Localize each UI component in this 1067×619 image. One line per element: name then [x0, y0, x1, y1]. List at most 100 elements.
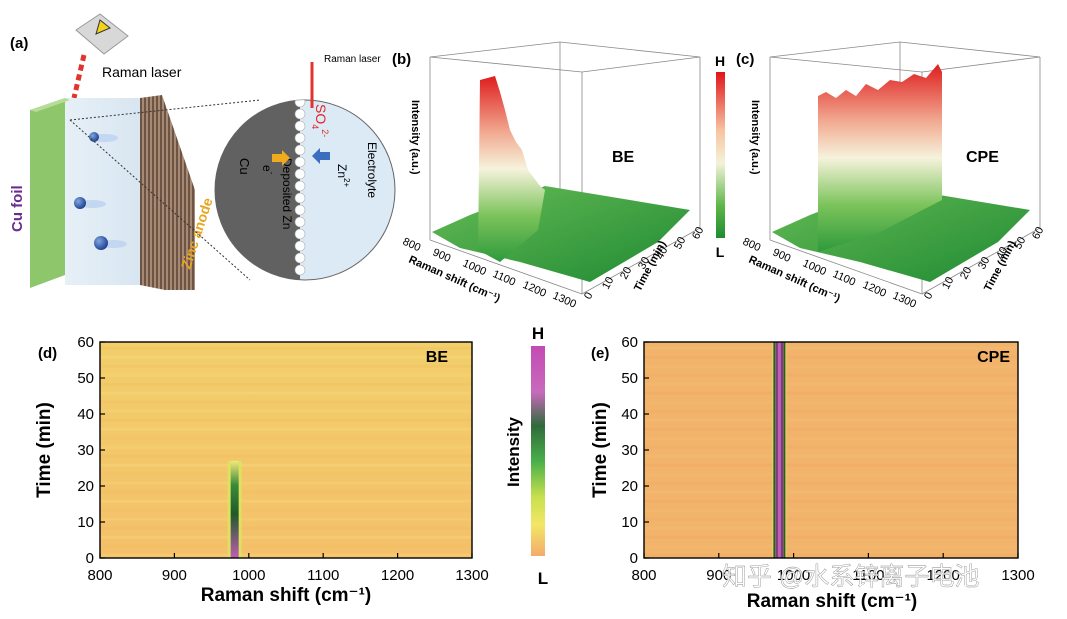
heatmap-row [100, 418, 472, 422]
colorbar-3d: H L [715, 53, 725, 260]
panel-d-xlabel: Raman shift (cm⁻¹) [201, 585, 372, 606]
colorbar-2d: H L Intensity [504, 324, 548, 588]
x-tick-label: 1300 [455, 567, 488, 584]
y-tick-label: 60 [621, 334, 638, 351]
y-tick-label: 30 [636, 255, 652, 271]
panel-e-ylabel: Time (min) [590, 402, 611, 498]
cu-foil-label: Cu foil [9, 185, 26, 232]
x-tick-label: 1100 [307, 567, 339, 584]
heatmap-row [644, 427, 1018, 431]
x-tick-label: 1000 [801, 257, 828, 278]
y-tick-label: 0 [630, 550, 638, 567]
ion-sphere [94, 236, 108, 250]
panel-b: (b) BE Intensity (a.u.) 800 900 1000110012… [392, 41, 706, 311]
heatmap-row [100, 445, 472, 449]
sulfate-ion-label: SO42- [310, 104, 330, 137]
panel-c-tag: CPE [966, 149, 999, 166]
heatmap-row [644, 355, 1018, 359]
heatmap-row [100, 553, 472, 557]
x-tick-label: 1300 [1001, 567, 1034, 584]
x-tick-label: 1200 [521, 279, 548, 300]
heatmap-row [100, 472, 472, 476]
y-tick-label: 20 [958, 265, 974, 281]
peak-band [230, 460, 239, 558]
y-tick-label: 50 [77, 370, 94, 387]
panel-b-label: (b) [392, 51, 411, 68]
heatmap-row [100, 490, 472, 494]
y-tick-label: 10 [940, 275, 956, 291]
heatmap-row [644, 391, 1018, 395]
y-tick-label: 0 [582, 290, 595, 301]
colorbar-3d-high: H [715, 53, 725, 69]
heatmap-row [644, 418, 1018, 422]
peak-edge [783, 342, 786, 558]
panel-e-xlabel: Raman shift (cm⁻¹) [747, 591, 918, 612]
svg-text:SO42-: SO42- [310, 104, 330, 137]
heatmap-row [100, 373, 472, 377]
x-tick-label: 900 [431, 247, 453, 265]
heatmap-row [100, 535, 472, 539]
panel-b-xlabel: Raman shift (cm⁻¹) [407, 254, 502, 305]
y-tick-label: 20 [77, 478, 94, 495]
panel-c-label: (c) [736, 51, 754, 68]
laser-head-icon [75, 13, 129, 55]
panel-c: (c) CPE Intensity (a.u.) 800900100011001… [736, 41, 1046, 311]
heatmap-row [644, 535, 1018, 539]
heatmap-row [644, 445, 1018, 449]
ion-sphere [74, 197, 86, 209]
ion-sphere [89, 132, 99, 142]
y-tick-label: 50 [1012, 235, 1028, 251]
laser-beam [71, 54, 87, 99]
heatmap-row [644, 499, 1018, 503]
panel-b-box [429, 41, 701, 295]
x-tick-label: 1300 [891, 290, 918, 311]
x-tick-label: 1200 [381, 567, 414, 584]
heatmap-row [644, 544, 1018, 548]
heatmap-row [644, 463, 1018, 467]
y-tick-label: 40 [77, 406, 94, 423]
electrolyte-box [65, 98, 160, 285]
panel-c-xlabel: Raman shift (cm⁻¹) [747, 254, 842, 305]
heatmap-row [100, 355, 472, 359]
heatmap-row [100, 400, 472, 404]
x-tick-label: 900 [706, 567, 731, 584]
zoom-circle: Raman laser Cu Deposited Zn Electrolyte … [214, 54, 396, 281]
panel-d-label: (d) [38, 345, 57, 362]
panel-e-tag: CPE [977, 349, 1010, 366]
electron-label: e- [260, 165, 276, 175]
colorbar-2d-high: H [532, 324, 544, 343]
y-tick-label: 0 [86, 550, 94, 567]
y-tick-label: 10 [77, 514, 94, 531]
y-tick-label: 10 [600, 275, 616, 291]
colorbar-2d-low: L [538, 569, 548, 588]
svg-text:e-: e- [260, 165, 276, 175]
heatmap-row [100, 409, 472, 413]
heatmap-row [644, 373, 1018, 377]
laser-label: Raman laser [102, 64, 182, 80]
panel-d-ylabel: Time (min) [34, 402, 55, 498]
heatmap-row [644, 490, 1018, 494]
y-tick-label: 40 [621, 406, 638, 423]
y-tick-label: 30 [621, 442, 638, 459]
x-tick-label: 1000 [232, 567, 265, 584]
heatmap-row [644, 364, 1018, 368]
heatmap-row [100, 436, 472, 440]
heatmap-row [644, 553, 1018, 557]
heatmap-row [644, 508, 1018, 512]
y-tick-label: 50 [621, 370, 638, 387]
panel-a-label: (a) [10, 35, 28, 52]
heatmap-row [100, 517, 472, 521]
zinc-ion-label: Zn2+ [335, 164, 351, 187]
heatmap-row [644, 436, 1018, 440]
cu-label: Cu [237, 158, 252, 175]
x-tick-label: 1000 [777, 567, 810, 584]
y-tick-label: 20 [618, 265, 634, 281]
heatmap-row [100, 481, 472, 485]
zinc-anode [140, 95, 195, 290]
heatmap-row [644, 481, 1018, 485]
y-tick-label: 10 [621, 514, 638, 531]
y-tick-label: 60 [1030, 225, 1046, 241]
y-tick-label: 40 [994, 245, 1010, 261]
colorbar-3d-low: L [716, 244, 725, 260]
y-tick-label: 60 [690, 225, 706, 241]
